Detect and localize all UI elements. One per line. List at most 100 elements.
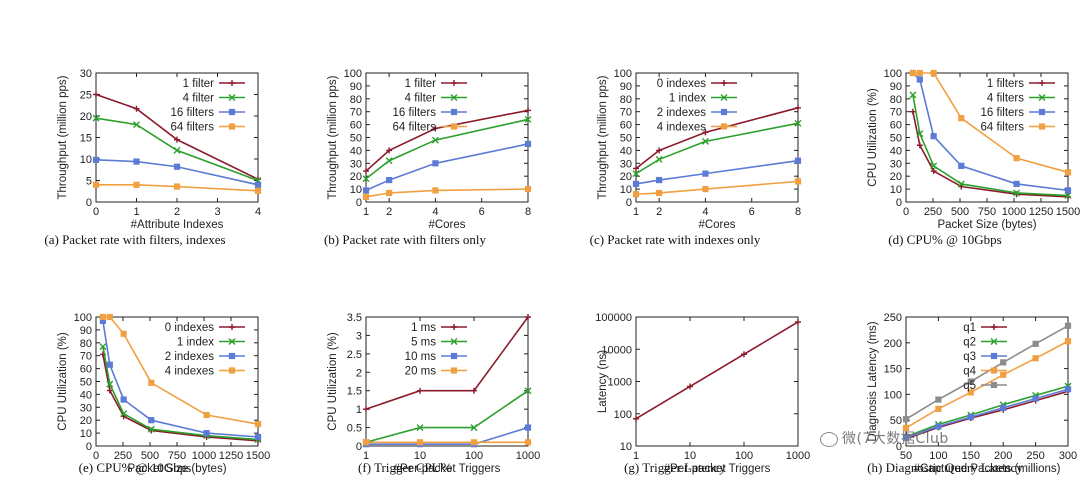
y-tick-label: 40 — [620, 145, 632, 157]
data-point — [363, 406, 369, 413]
legend-label: q1 — [963, 322, 976, 334]
data-point — [416, 424, 424, 432]
y-tick-label: 10 — [620, 441, 632, 453]
y-tick-label: 2 — [356, 367, 362, 379]
data-point — [120, 410, 128, 418]
x-tick-label: 250 — [1026, 450, 1044, 462]
series-line-2 — [365, 118, 529, 180]
legend-label: 4 indexes — [657, 122, 706, 134]
x-axis-label: #Cores — [428, 219, 465, 231]
y-tick-label: 70 — [890, 107, 902, 119]
x-tick-label: 750 — [978, 206, 996, 218]
legend-label: 2 indexes — [657, 107, 706, 119]
y-tick-label: 0 — [896, 441, 902, 453]
legend-marker — [1038, 123, 1046, 130]
x-tick-label: 500 — [951, 206, 969, 218]
y-tick-label: 60 — [890, 120, 902, 132]
y-tick-label: 1000 — [608, 377, 632, 389]
data-point — [902, 434, 910, 441]
y-tick-label: 0 — [356, 197, 362, 209]
x-tick-label: 250 — [114, 450, 132, 462]
series-line-4 — [635, 180, 799, 196]
y-tick-label: 50 — [620, 133, 632, 145]
chart-b: 0 10 20 30 40 50 60 70 80 90 100 1 2 4 6 8 #Cores Through… — [270, 0, 540, 247]
data-point — [254, 420, 262, 428]
legend-marker — [990, 338, 998, 345]
caption-e: (e) CPU% @ 10Gbps — [78, 460, 192, 475]
data-point — [1000, 404, 1007, 411]
data-point — [967, 378, 974, 385]
legend-marker — [450, 94, 458, 101]
y-tick-label: 10 — [620, 184, 632, 196]
data-point — [362, 187, 370, 194]
data-point — [254, 187, 262, 194]
y-tick-label: 50 — [80, 377, 92, 389]
data-point — [1000, 359, 1007, 366]
legend-marker — [1038, 108, 1046, 116]
data-point — [106, 313, 113, 321]
x-tick-label: 300 — [1059, 450, 1077, 462]
y-tick-label: 0 — [356, 441, 362, 453]
data-point — [524, 140, 532, 148]
data-point — [524, 186, 532, 193]
y-tick-label: 50 — [890, 133, 902, 145]
data-point — [120, 396, 127, 403]
y-tick-label: 90 — [620, 81, 632, 93]
data-point — [935, 396, 942, 403]
legend-label: 1 index — [669, 93, 706, 105]
y-axis-label: CPU Utilization (%) — [57, 332, 69, 431]
data-point — [702, 186, 709, 193]
series-line-3 — [635, 159, 799, 185]
y-axis-label: Throughput (million pps) — [597, 75, 609, 199]
x-tick-label: 2 — [656, 206, 662, 218]
data-point — [930, 162, 938, 170]
y-tick-label: 60 — [350, 120, 362, 132]
x-tick-label: 10 — [684, 450, 696, 462]
data-point — [99, 313, 107, 321]
data-point — [106, 361, 113, 368]
data-point — [173, 146, 181, 154]
x-tick-label: 4 — [432, 206, 438, 218]
x-axis-label: Packet Size (bytes) — [127, 463, 226, 475]
x-axis-label: Packet Size (bytes) — [937, 219, 1036, 231]
y-tick-label: 80 — [890, 94, 902, 106]
y-tick-label: 40 — [80, 389, 92, 401]
y-tick-label: 30 — [890, 158, 902, 170]
series-line-4 — [96, 184, 259, 192]
legend-marker — [228, 352, 236, 360]
data-point — [386, 176, 393, 184]
watermark-text: 微(7大数据Club — [842, 431, 949, 447]
data-point — [174, 136, 180, 143]
legend-label: 4 filter — [405, 93, 436, 105]
legend-marker — [229, 324, 235, 330]
series-line-3 — [366, 426, 529, 445]
data-point — [524, 387, 532, 395]
x-tick-label: 8 — [525, 206, 531, 218]
x-tick-label: 4 — [702, 206, 708, 218]
legend-marker — [1039, 80, 1045, 86]
legend-marker — [720, 123, 728, 130]
x-tick-label: 10 — [414, 450, 426, 462]
y-tick-label: 20 — [80, 415, 92, 427]
data-point — [935, 423, 942, 430]
data-point — [254, 433, 262, 441]
y-tick-label: 70 — [80, 351, 92, 363]
y-tick-label: 30 — [620, 158, 632, 170]
data-point — [92, 156, 100, 163]
series-line-4 — [905, 340, 1069, 429]
data-point — [656, 176, 663, 184]
x-tick-label: 0 — [93, 206, 99, 218]
legend-marker — [450, 108, 458, 116]
data-point — [525, 314, 531, 320]
data-point — [362, 439, 370, 446]
data-point — [416, 439, 424, 446]
caption-b: (b) Packet rate with filters only — [323, 232, 487, 247]
y-tick-label: 10 — [80, 154, 92, 166]
data-point — [1064, 169, 1072, 176]
legend-label: 0 indexes — [165, 322, 214, 334]
legend-label: 16 filters — [171, 107, 215, 119]
x-tick-label: 1 — [633, 206, 639, 218]
data-point — [632, 180, 640, 188]
